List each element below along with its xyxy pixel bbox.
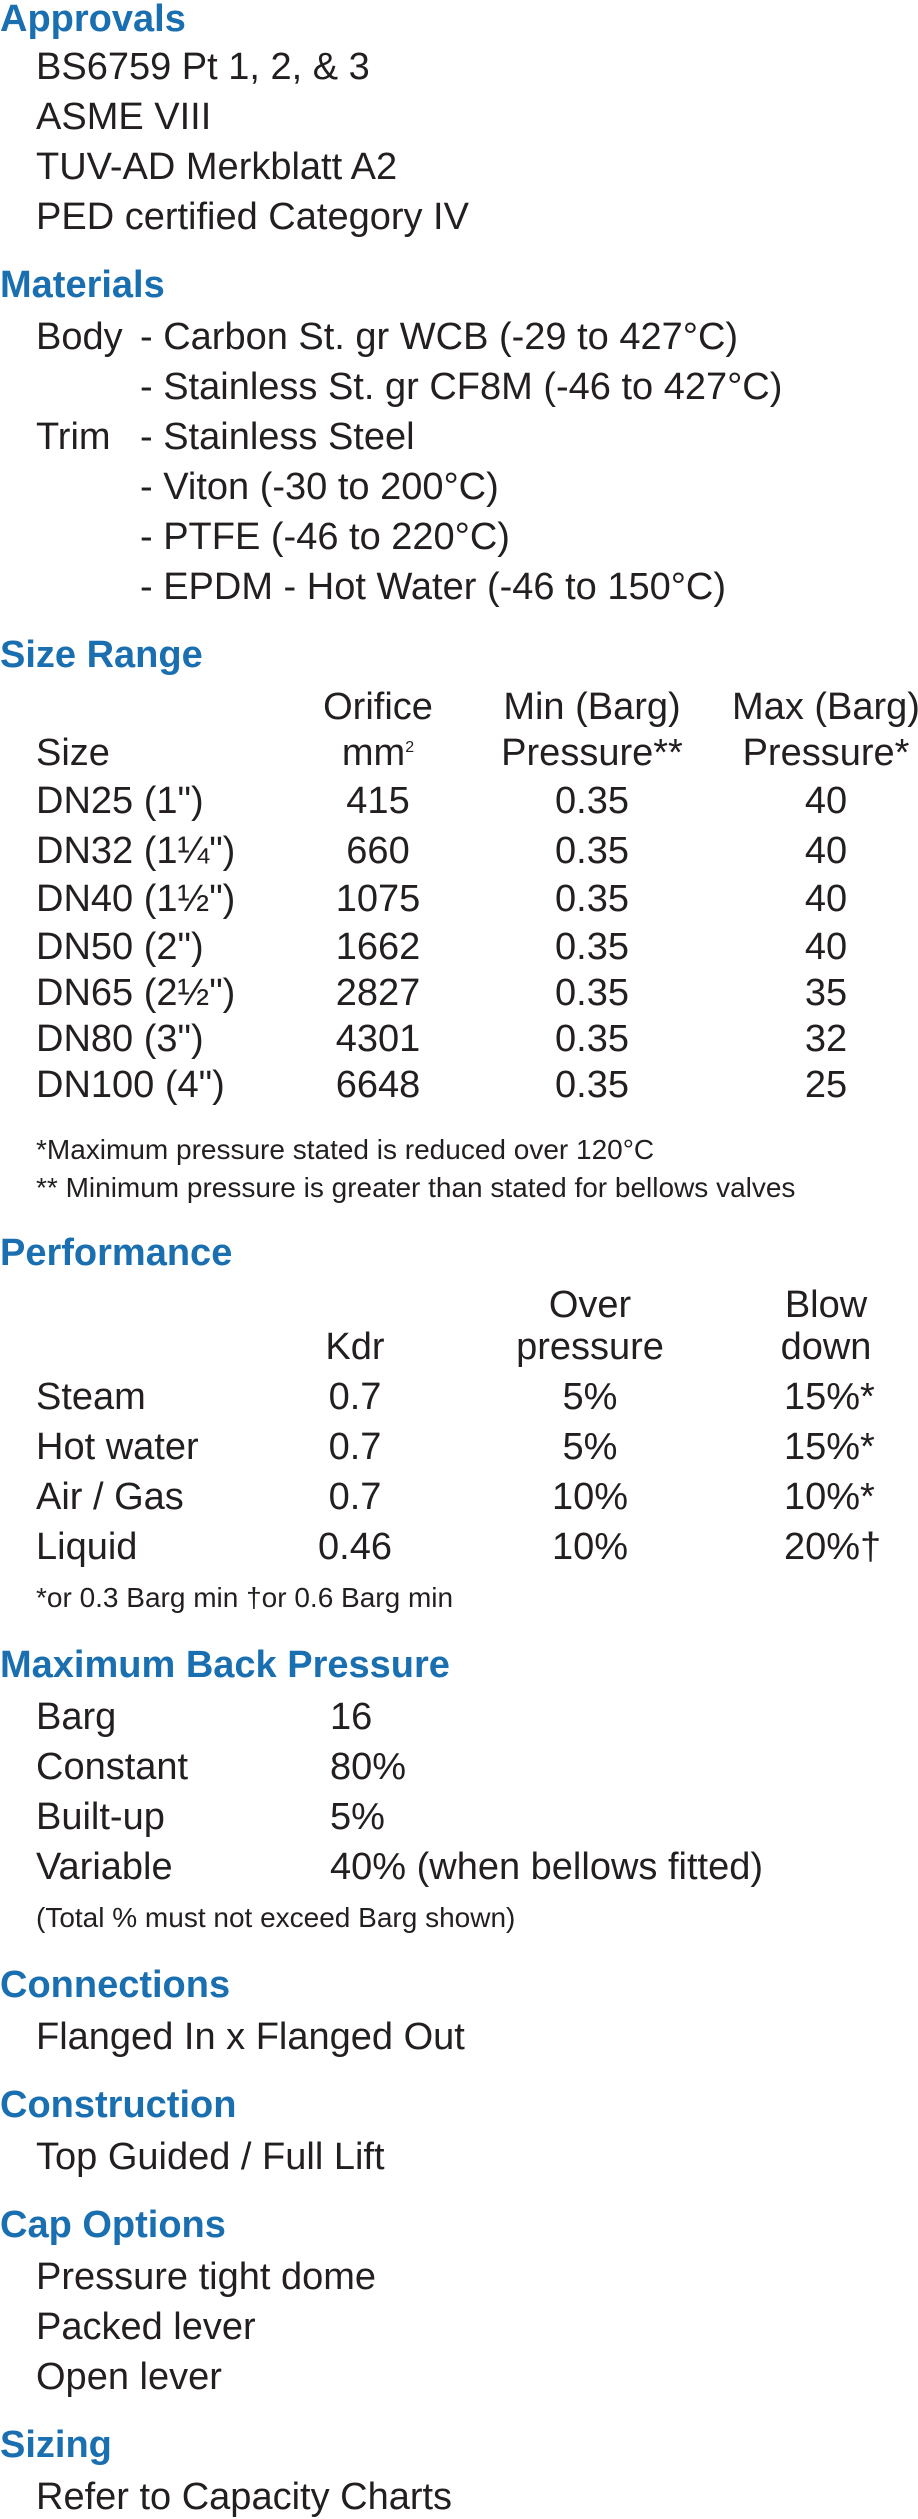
perf-kdr-cell: 0.7 bbox=[328, 1426, 382, 1468]
size-col-size: Size bbox=[36, 732, 110, 774]
max-pressure-cell: 40 bbox=[804, 926, 848, 968]
cap-option-item: Packed lever bbox=[36, 2306, 256, 2348]
approvals-heading: Approvals bbox=[0, 0, 186, 40]
size-cell: DN32 (1¼") bbox=[36, 830, 236, 872]
perf-col-over-line1: Over bbox=[548, 1284, 632, 1326]
perf-kdr-cell: 0.46 bbox=[318, 1526, 392, 1568]
performance-heading: Performance bbox=[0, 1232, 233, 1274]
max-pressure-cell: 35 bbox=[804, 972, 848, 1014]
size-col-min-line2: Pressure** bbox=[501, 732, 683, 774]
size-note: *Maximum pressure stated is reduced over… bbox=[36, 1134, 655, 1165]
approval-item: TUV-AD Merkblatt A2 bbox=[36, 146, 398, 188]
orifice-cell: 4301 bbox=[335, 1018, 421, 1060]
perf-over-cell: 10% bbox=[551, 1476, 629, 1518]
size-col-min-line1: Min (Barg) bbox=[503, 686, 681, 728]
perf-col-blow-line2: down bbox=[780, 1326, 872, 1368]
cap-options-heading: Cap Options bbox=[0, 2204, 226, 2246]
cap-option-item: Pressure tight dome bbox=[36, 2256, 377, 2298]
perf-kdr-cell: 0.7 bbox=[328, 1376, 382, 1418]
size-cell: DN50 (2") bbox=[36, 926, 204, 968]
max-pressure-cell: 25 bbox=[804, 1064, 848, 1106]
back-pressure-heading: Maximum Back Pressure bbox=[0, 1644, 450, 1686]
back-pressure-label: Constant bbox=[36, 1746, 189, 1788]
size-cell: DN40 (1½") bbox=[36, 878, 236, 920]
back-pressure-label: Variable bbox=[36, 1846, 173, 1888]
size-col-orifice-sup: 2 bbox=[405, 739, 415, 756]
cap-option-item: Open lever bbox=[36, 2356, 222, 2398]
back-pressure-value: 40% (when bellows fitted) bbox=[330, 1846, 763, 1888]
min-pressure-cell: 0.35 bbox=[555, 878, 629, 920]
size-note: ** Minimum pressure is greater than stat… bbox=[36, 1172, 796, 1203]
orifice-cell: 660 bbox=[346, 830, 410, 872]
materials-heading: Materials bbox=[0, 264, 165, 306]
orifice-cell: 2827 bbox=[335, 972, 421, 1014]
materials-body-label: Body bbox=[36, 316, 123, 358]
orifice-cell: 1075 bbox=[335, 878, 421, 920]
materials-trim-item: - EPDM - Hot Water (-46 to 150°C) bbox=[140, 566, 727, 608]
perf-over-cell: 5% bbox=[562, 1376, 618, 1418]
perf-medium-cell: Liquid bbox=[36, 1526, 138, 1568]
perf-kdr-cell: 0.7 bbox=[328, 1476, 382, 1518]
sizing-heading: Sizing bbox=[0, 2424, 112, 2466]
construction-heading: Construction bbox=[0, 2084, 237, 2126]
max-pressure-cell: 32 bbox=[804, 1018, 848, 1060]
construction-text: Top Guided / Full Lift bbox=[36, 2136, 385, 2178]
back-pressure-value: 5% bbox=[330, 1796, 385, 1838]
perf-over-cell: 5% bbox=[562, 1426, 618, 1468]
back-pressure-label: Built-up bbox=[36, 1796, 165, 1838]
perf-blow-cell: 15%* bbox=[784, 1426, 875, 1468]
approval-item: PED certified Category IV bbox=[36, 196, 469, 238]
approval-item: ASME VIII bbox=[36, 96, 212, 138]
materials-body-item: - Carbon St. gr WCB (-29 to 427°C) bbox=[140, 316, 739, 358]
perf-medium-cell: Hot water bbox=[36, 1426, 199, 1468]
perf-col-blow-line1: Blow bbox=[784, 1284, 868, 1326]
min-pressure-cell: 0.35 bbox=[555, 1018, 629, 1060]
orifice-cell: 1662 bbox=[335, 926, 421, 968]
sizing-text: Refer to Capacity Charts bbox=[36, 2476, 453, 2518]
size-col-max-line2: Pressure* bbox=[742, 732, 910, 774]
materials-trim-label: Trim bbox=[36, 416, 111, 458]
size-cell: DN25 (1") bbox=[36, 780, 204, 822]
perf-col-kdr: Kdr bbox=[325, 1326, 385, 1368]
perf-medium-cell: Steam bbox=[36, 1376, 146, 1418]
min-pressure-cell: 0.35 bbox=[555, 780, 629, 822]
size-cell: DN65 (2½") bbox=[36, 972, 236, 1014]
size-col-orifice-line2: mm2 bbox=[341, 732, 415, 774]
back-pressure-value: 16 bbox=[330, 1696, 373, 1738]
max-pressure-cell: 40 bbox=[804, 780, 848, 822]
connections-heading: Connections bbox=[0, 1964, 231, 2006]
min-pressure-cell: 0.35 bbox=[555, 830, 629, 872]
perf-blow-cell: 20%† bbox=[784, 1526, 882, 1568]
materials-trim-item: - Stainless Steel bbox=[140, 416, 415, 458]
back-pressure-label: Barg bbox=[36, 1696, 117, 1738]
materials-trim-item: - Viton (-30 to 200°C) bbox=[140, 466, 499, 508]
perf-blow-cell: 15%* bbox=[784, 1376, 875, 1418]
perf-col-over-line2: pressure bbox=[516, 1326, 664, 1368]
performance-note: *or 0.3 Barg min †or 0.6 Barg min bbox=[36, 1582, 454, 1613]
min-pressure-cell: 0.35 bbox=[555, 926, 629, 968]
approval-item: BS6759 Pt 1, 2, & 3 bbox=[36, 46, 370, 88]
orifice-cell: 6648 bbox=[335, 1064, 421, 1106]
materials-trim-item: - PTFE (-46 to 220°C) bbox=[140, 516, 510, 558]
max-pressure-cell: 40 bbox=[804, 830, 848, 872]
size-cell: DN80 (3") bbox=[36, 1018, 204, 1060]
min-pressure-cell: 0.35 bbox=[555, 1064, 629, 1106]
materials-body-item: - Stainless St. gr CF8M (-46 to 427°C) bbox=[140, 366, 783, 408]
size-col-max-line1: Max (Barg) bbox=[732, 686, 918, 728]
max-pressure-cell: 40 bbox=[804, 878, 848, 920]
perf-medium-cell: Air / Gas bbox=[36, 1476, 184, 1518]
size-col-orifice-line1: Orifice bbox=[323, 686, 433, 728]
perf-over-cell: 10% bbox=[551, 1526, 629, 1568]
size-range-heading: Size Range bbox=[0, 634, 203, 676]
perf-blow-cell: 10%* bbox=[784, 1476, 875, 1518]
back-pressure-note: (Total % must not exceed Barg shown) bbox=[36, 1902, 516, 1933]
connections-text: Flanged In x Flanged Out bbox=[36, 2016, 465, 2058]
back-pressure-value: 80% bbox=[330, 1746, 407, 1788]
min-pressure-cell: 0.35 bbox=[555, 972, 629, 1014]
orifice-cell: 415 bbox=[346, 780, 410, 822]
size-cell: DN100 (4") bbox=[36, 1064, 225, 1106]
